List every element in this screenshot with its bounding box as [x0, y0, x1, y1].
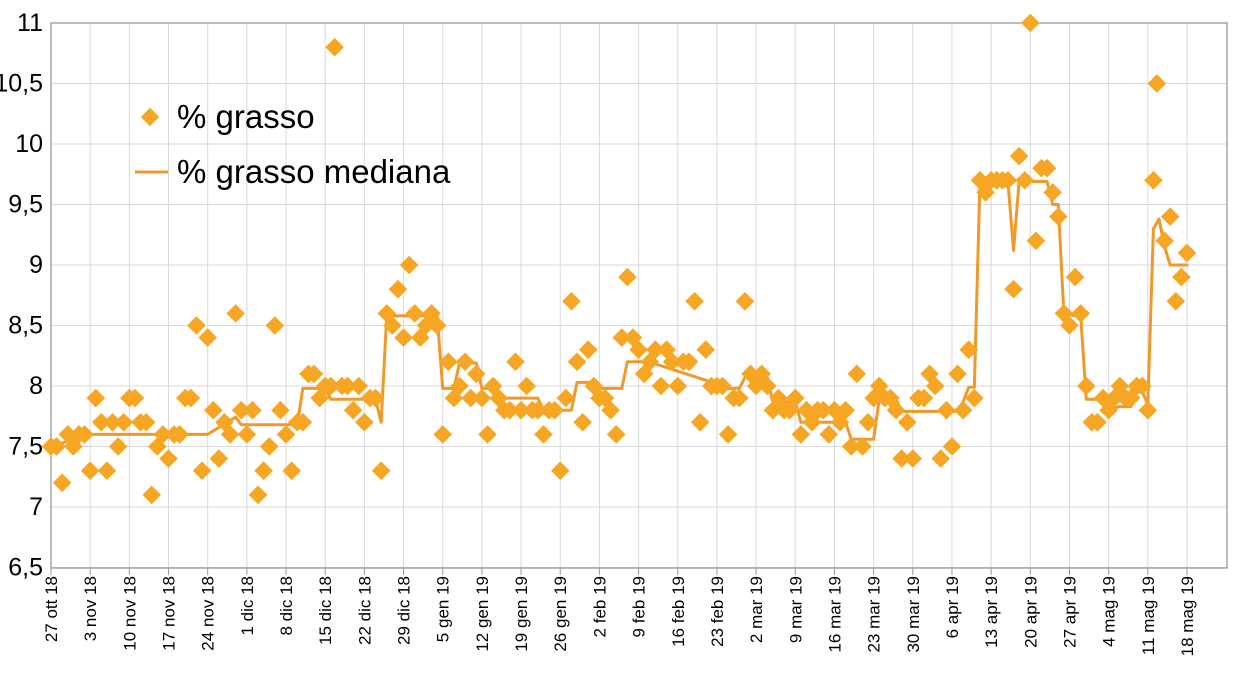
- svg-text:2 feb 19: 2 feb 19: [590, 576, 609, 637]
- svg-text:22 dic 18: 22 dic 18: [355, 576, 374, 645]
- svg-text:4 mag 19: 4 mag 19: [1100, 576, 1119, 647]
- svg-text:19 gen 19: 19 gen 19: [512, 576, 531, 652]
- svg-text:% grasso mediana: % grasso mediana: [177, 153, 451, 190]
- svg-text:8: 8: [29, 372, 43, 400]
- svg-text:23 mar 19: 23 mar 19: [865, 576, 884, 653]
- svg-text:13 apr 19: 13 apr 19: [982, 576, 1001, 648]
- svg-text:7: 7: [29, 493, 43, 521]
- svg-text:6,5: 6,5: [8, 554, 43, 582]
- svg-text:3 nov 18: 3 nov 18: [81, 576, 100, 641]
- svg-text:15 dic 18: 15 dic 18: [316, 576, 335, 645]
- svg-text:9: 9: [29, 251, 43, 279]
- svg-text:9,5: 9,5: [8, 191, 43, 219]
- svg-text:30 mar 19: 30 mar 19: [904, 576, 923, 653]
- svg-text:10 nov 18: 10 nov 18: [120, 576, 139, 651]
- svg-text:11: 11: [17, 9, 43, 37]
- svg-text:27 apr 19: 27 apr 19: [1060, 576, 1079, 648]
- svg-text:20 apr 19: 20 apr 19: [1021, 576, 1040, 648]
- svg-text:23 feb 19: 23 feb 19: [708, 576, 727, 647]
- svg-text:11 mag 19: 11 mag 19: [1139, 576, 1158, 655]
- svg-text:8 dic 18: 8 dic 18: [277, 576, 296, 636]
- svg-text:12 gen 19: 12 gen 19: [473, 576, 492, 652]
- svg-text:9 feb 19: 9 feb 19: [630, 576, 649, 637]
- svg-text:18 mag 19: 18 mag 19: [1178, 576, 1197, 656]
- svg-text:26 gen 19: 26 gen 19: [551, 576, 570, 652]
- svg-text:10: 10: [15, 130, 43, 158]
- svg-text:6 apr 19: 6 apr 19: [943, 576, 962, 638]
- svg-text:16 mar 19: 16 mar 19: [825, 576, 844, 653]
- svg-text:10,5: 10,5: [0, 70, 43, 98]
- svg-text:5 gen 19: 5 gen 19: [434, 576, 453, 642]
- svg-text:29 dic 18: 29 dic 18: [395, 576, 414, 645]
- svg-text:8,5: 8,5: [8, 312, 43, 340]
- svg-text:% grasso: % grasso: [177, 98, 315, 135]
- svg-text:7,5: 7,5: [8, 433, 43, 461]
- svg-text:1 dic 18: 1 dic 18: [238, 576, 257, 636]
- svg-text:17 nov 18: 17 nov 18: [160, 576, 179, 651]
- svg-text:9 mar 19: 9 mar 19: [786, 576, 805, 643]
- svg-text:16 feb 19: 16 feb 19: [669, 576, 688, 647]
- svg-text:27 ott 18: 27 ott 18: [42, 576, 61, 642]
- svg-text:2 mar 19: 2 mar 19: [747, 576, 766, 643]
- svg-text:24 nov 18: 24 nov 18: [199, 576, 218, 651]
